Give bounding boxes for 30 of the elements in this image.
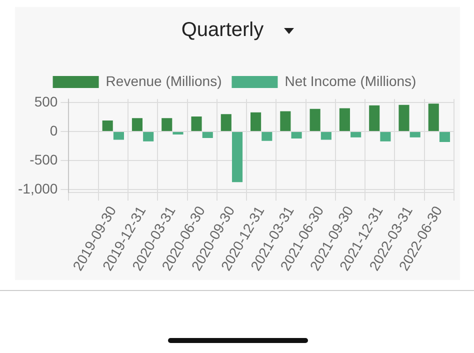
legend-label: Revenue (Millions)	[106, 72, 222, 89]
bar	[350, 132, 362, 138]
bar	[339, 108, 350, 132]
bar	[291, 132, 302, 139]
bar	[220, 114, 232, 132]
bar	[202, 132, 213, 138]
bar	[250, 112, 262, 132]
y-tick-label: -500	[30, 151, 58, 168]
y-tick-label: 0	[50, 122, 58, 138]
bar	[162, 118, 172, 132]
bar	[320, 132, 332, 140]
bar	[143, 132, 154, 142]
bar	[310, 108, 320, 132]
bar	[369, 105, 380, 132]
bar	[428, 104, 439, 132]
bar	[280, 111, 291, 132]
chart-title: Quarterly	[181, 19, 264, 41]
bar	[398, 104, 410, 132]
y-tick-label: 500	[34, 93, 58, 110]
bar	[232, 132, 243, 182]
bar	[113, 132, 124, 140]
bar	[380, 132, 391, 142]
bar	[102, 120, 113, 132]
bar	[191, 116, 202, 132]
bar	[132, 118, 143, 132]
y-tick-label: -1,000	[18, 180, 58, 197]
bar	[439, 132, 450, 142]
bar	[410, 132, 420, 138]
legend-label: Net Income (Millions)	[284, 72, 416, 89]
bar	[262, 132, 272, 141]
